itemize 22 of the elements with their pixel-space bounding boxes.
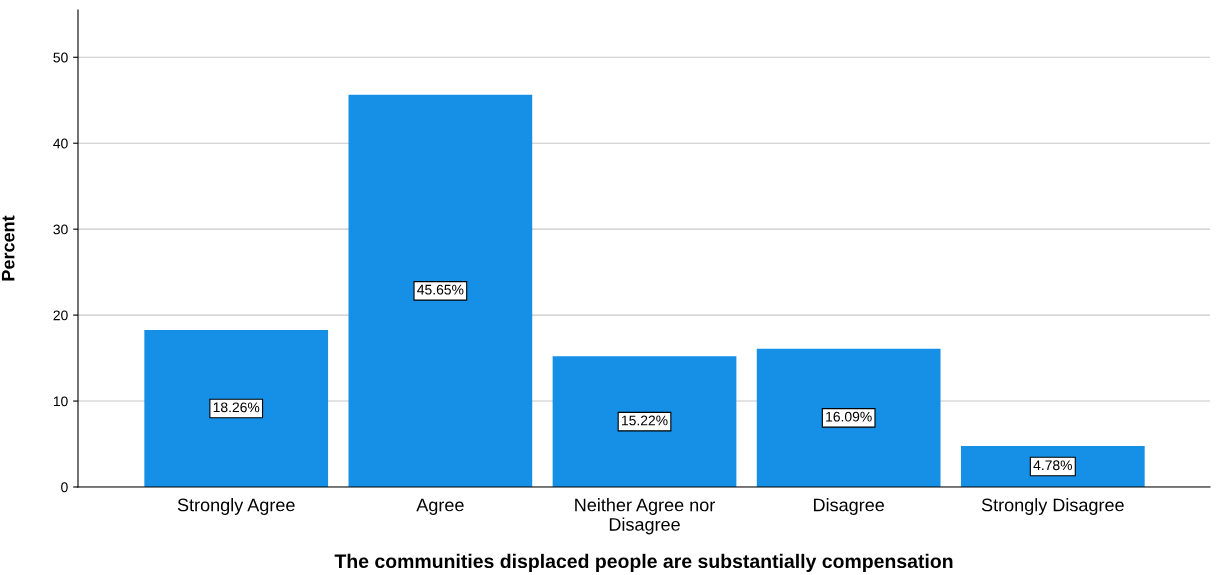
y-tick-label: 30 (53, 224, 68, 235)
data-label: 18.26% (213, 402, 260, 413)
data-label: 4.78% (1033, 460, 1072, 471)
bar (552, 356, 737, 487)
x-axis-title: The communities displaced people are substantially compensation (334, 553, 953, 572)
bar (348, 94, 533, 487)
data-label: 45.65% (417, 284, 464, 295)
bar (756, 348, 941, 487)
x-tick-label: Neither Agree nor Disagree (575, 498, 715, 535)
y-tick-label: 0 (61, 482, 68, 493)
x-tick-label: Disagree (814, 498, 884, 515)
y-tick-label: 10 (53, 396, 68, 407)
bar (144, 330, 329, 487)
x-tick-label: Agree (416, 498, 464, 515)
y-tick-label: 20 (53, 310, 68, 321)
data-label: 15.22% (622, 415, 668, 426)
data-label: 16.09% (826, 411, 872, 422)
y-tick-label: 40 (53, 138, 68, 149)
x-tick-label: Strongly Agree (177, 498, 295, 515)
y-axis-title: Percent (1, 215, 15, 281)
x-tick-label: Strongly Disagree (981, 498, 1124, 515)
y-tick-label: 50 (53, 52, 68, 63)
